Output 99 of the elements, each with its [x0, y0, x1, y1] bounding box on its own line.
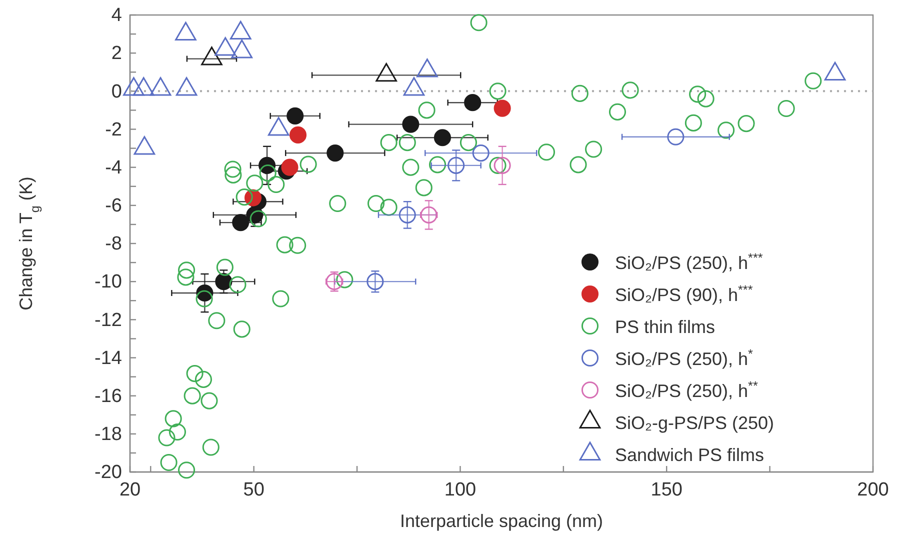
point	[208, 312, 226, 330]
legend-label: SiO₂-g-PS/PS (250)	[615, 413, 774, 433]
point	[184, 387, 201, 404]
point	[158, 429, 176, 446]
y-tick-label: 0	[111, 81, 122, 102]
point	[164, 410, 182, 428]
x-tick-label: 100	[444, 479, 476, 500]
point	[402, 116, 420, 133]
legend-label: SiO₂/PS (90), h$^{***}$	[615, 283, 753, 305]
point	[216, 258, 234, 276]
point	[246, 174, 264, 192]
legend-label: PS thin films	[615, 317, 716, 337]
point	[472, 144, 490, 162]
point	[689, 86, 706, 103]
point	[428, 156, 446, 174]
point	[494, 156, 511, 174]
y-tick-label: -10	[94, 272, 122, 293]
y-tick-label: -2	[105, 119, 122, 140]
point	[229, 276, 246, 294]
legend-label: SiO₂/PS (250), h$^{***}$	[615, 251, 763, 273]
point	[259, 164, 276, 182]
point	[380, 198, 398, 216]
point	[489, 82, 506, 100]
point	[232, 214, 250, 232]
point	[236, 188, 253, 206]
point	[289, 126, 307, 144]
point	[778, 100, 795, 118]
point	[329, 195, 346, 212]
point	[281, 158, 298, 176]
point	[194, 370, 212, 388]
x-tick-label: 50	[243, 479, 264, 500]
x-tick-label: 200	[857, 479, 889, 500]
point	[326, 273, 343, 290]
point	[448, 156, 465, 174]
point	[160, 454, 178, 471]
point	[233, 320, 250, 338]
point	[168, 424, 186, 441]
point	[738, 115, 755, 132]
point	[460, 134, 478, 152]
point	[494, 100, 511, 117]
point	[326, 144, 344, 162]
point	[276, 236, 294, 254]
point	[608, 103, 626, 120]
point	[434, 129, 451, 146]
legend-label: SiO₂/PS (250), h$^{*}$	[615, 347, 754, 369]
point	[418, 102, 436, 119]
point	[415, 179, 432, 196]
point	[196, 290, 213, 308]
point	[178, 462, 196, 479]
x-axis-title: Interparticle spacing (nm)	[400, 511, 604, 531]
point	[538, 144, 556, 161]
point	[684, 114, 702, 132]
point	[571, 84, 588, 102]
y-tick-label: -6	[105, 195, 122, 216]
legend-label: SiO₂/PS (250), h$^{**}$	[615, 379, 758, 401]
point	[367, 195, 385, 212]
point	[177, 268, 194, 286]
point	[224, 160, 242, 178]
point	[585, 140, 602, 158]
point	[272, 290, 290, 308]
y-tick-label: 4	[111, 5, 122, 26]
point	[202, 438, 220, 456]
point	[398, 206, 416, 224]
y-tick-label: -8	[105, 234, 122, 255]
x-tick-label: 20	[119, 479, 141, 500]
point	[402, 158, 420, 176]
point	[398, 134, 416, 152]
point	[570, 156, 587, 174]
point	[178, 262, 196, 279]
legend-label: Sandwich PS films	[615, 445, 764, 465]
point	[366, 273, 384, 290]
point	[186, 365, 204, 382]
y-tick-label: -12	[94, 310, 122, 331]
point	[286, 107, 304, 124]
point	[622, 82, 639, 99]
y-tick-label: -18	[94, 424, 122, 445]
point	[667, 128, 684, 146]
point	[268, 176, 285, 193]
y-tick-label: -4	[105, 157, 122, 178]
x-tick-label: 150	[650, 479, 682, 500]
point	[718, 122, 735, 139]
point	[380, 134, 398, 152]
y-tick-label: -16	[94, 386, 122, 407]
point	[697, 90, 714, 108]
point	[300, 156, 317, 173]
point	[200, 392, 218, 410]
point	[420, 206, 438, 224]
point	[215, 273, 232, 290]
y-tick-label: -20	[94, 462, 122, 484]
point	[464, 94, 482, 112]
point	[470, 14, 488, 32]
point	[804, 72, 822, 90]
point	[224, 166, 242, 184]
point	[336, 271, 354, 288]
point	[250, 210, 267, 228]
point	[489, 156, 506, 174]
point	[289, 236, 306, 254]
y-tick-label: 2	[111, 43, 122, 64]
y-tick-label: -14	[94, 348, 122, 369]
